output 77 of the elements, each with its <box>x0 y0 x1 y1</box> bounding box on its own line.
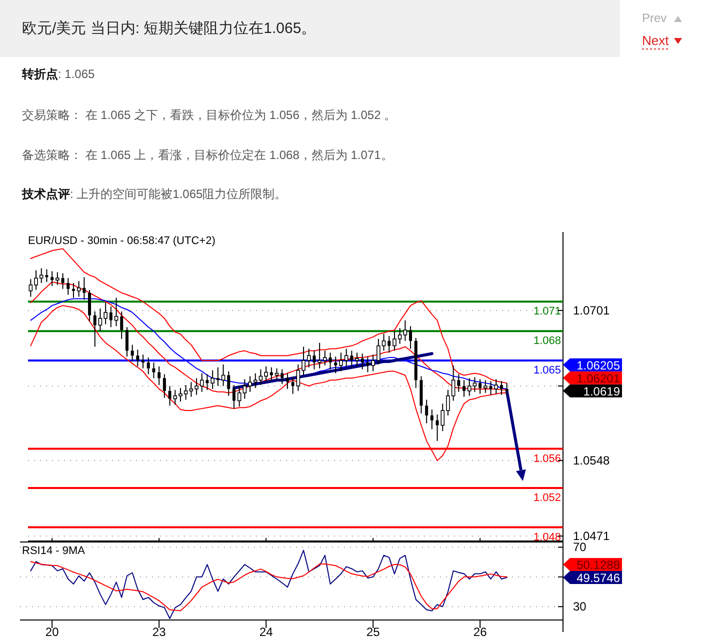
candlestick <box>334 356 338 374</box>
ref-line-label: 1.048 <box>533 531 561 544</box>
value-badge: 1.06201 <box>563 371 622 386</box>
text: Prev <box>642 11 667 25</box>
candlestick <box>430 409 434 430</box>
ref-line-label: 1.056 <box>533 452 561 465</box>
candlestick <box>142 354 145 369</box>
y-tick-label: 1.0548 <box>573 454 610 468</box>
candlestick <box>66 278 70 296</box>
value-badge: 49.5746 <box>563 571 622 585</box>
y-tick-label: 1.0701 <box>573 303 610 318</box>
y-tick-label: 30 <box>573 600 587 614</box>
candlestick <box>366 356 370 373</box>
candlestick <box>221 364 226 387</box>
candlestick <box>350 350 354 368</box>
candlestick <box>136 349 140 367</box>
x-tick-label: 20 <box>45 625 60 639</box>
candlestick <box>360 353 364 370</box>
candlestick <box>125 326 128 358</box>
candlestick <box>388 335 391 354</box>
candlestick <box>130 344 134 362</box>
chart-title: RSI14 - 9MA <box>22 545 86 557</box>
ref-line-label: 1.071 <box>533 306 561 318</box>
candlestick <box>146 357 150 375</box>
candlestick <box>232 384 236 410</box>
x-tick-label: 25 <box>366 625 380 639</box>
candlestick <box>286 372 289 390</box>
candlestick <box>409 326 412 350</box>
text: 备选策略： 在 1.065 上，看涨，目标价位定在 1.068，然后为 1.071。 <box>22 148 393 162</box>
candlestick <box>158 366 161 386</box>
candlestick <box>162 374 166 398</box>
candlestick <box>56 272 60 286</box>
candlestick <box>237 386 242 408</box>
candlestick <box>462 380 466 398</box>
candlestick <box>61 272 64 290</box>
ref-line-label: 1.068 <box>533 335 561 348</box>
candlestick <box>500 380 503 396</box>
candlestick <box>50 270 54 286</box>
candlestick <box>355 352 359 367</box>
candlestick <box>484 380 488 394</box>
candlestick <box>114 297 118 327</box>
ref-line-label: 1.065 <box>533 364 561 377</box>
value-badge: 50.1288 <box>563 558 622 572</box>
candlestick <box>152 362 156 379</box>
candlestick <box>403 320 408 342</box>
text: Next <box>642 33 670 48</box>
text: 技术点评: 上升的空间可能被1.065阻力位所限制。 <box>21 187 287 201</box>
candlestick <box>425 399 428 424</box>
candlestick <box>88 289 92 322</box>
chart-title: EUR/USD - 30min - 06:58:47 (UTC+2) <box>28 235 216 247</box>
candlestick <box>72 282 75 298</box>
candlestick <box>210 370 214 390</box>
ref-line-label: 1.052 <box>533 492 561 504</box>
x-tick-label: 24 <box>259 625 274 639</box>
candlestick <box>274 368 279 381</box>
candlestick <box>216 366 220 387</box>
candlestick <box>120 310 124 340</box>
candlestick <box>328 352 332 370</box>
candlestick <box>505 382 508 396</box>
text: 欧元/美元 当日内: 短期关键阻力位在1.065。 <box>22 20 316 37</box>
x-tick-label: 23 <box>152 625 166 639</box>
candlestick <box>227 370 230 396</box>
x-tick-label: 26 <box>473 625 488 639</box>
candlestick <box>82 276 86 300</box>
candlestick <box>109 306 112 328</box>
value-badge: 1.0619 <box>563 384 622 398</box>
value-badge: 1.06205 <box>563 358 622 372</box>
candlestick <box>76 280 81 298</box>
line-series <box>30 561 508 612</box>
text: 交易策略： 在 1.065 之下，看跌，目标价位为 1.056，然后为 1.052 。 <box>22 108 396 122</box>
candlestick <box>93 310 96 348</box>
line-series <box>30 248 508 384</box>
text: 转折点: 1.065 <box>21 67 96 81</box>
candlestick <box>280 368 284 385</box>
candlestick <box>478 378 482 394</box>
candlestick <box>457 374 460 392</box>
candlestick <box>291 376 294 394</box>
